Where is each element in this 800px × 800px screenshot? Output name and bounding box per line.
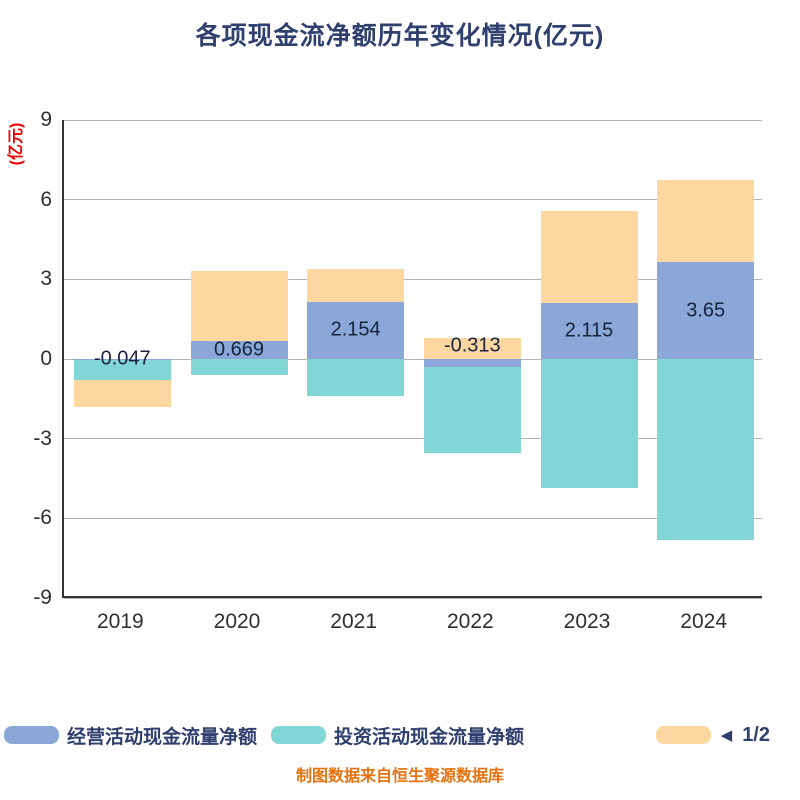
y-tick-label--9: -9 bbox=[33, 586, 52, 609]
bar-2021-series2[interactable] bbox=[307, 359, 405, 397]
bar-value-label-2020: 0.669 bbox=[213, 338, 265, 361]
bar-2020-series1[interactable] bbox=[190, 341, 288, 359]
bar-2024-series1[interactable] bbox=[657, 262, 755, 359]
bar-2020-series3[interactable] bbox=[190, 270, 288, 342]
gridline-y-9 bbox=[64, 119, 762, 121]
gridline-y--3 bbox=[64, 438, 762, 440]
y-tick-label-6: 6 bbox=[40, 187, 52, 211]
legend-swatch-operating bbox=[4, 726, 59, 744]
x-tick-label-2019: 2019 bbox=[96, 610, 144, 633]
bar-2022-series3[interactable] bbox=[423, 337, 521, 359]
gridline-y-3 bbox=[64, 278, 762, 280]
bar-2023-series3[interactable] bbox=[540, 211, 638, 303]
bar-2021-series1[interactable] bbox=[307, 301, 405, 359]
bar-2020-series2[interactable] bbox=[190, 359, 288, 376]
page-indicator: 1/2 bbox=[742, 723, 770, 746]
legend-label-operating: 经营活动现金流量净额 bbox=[67, 726, 258, 748]
bar-value-label-2022: -0.313 bbox=[443, 334, 501, 357]
x-tick-label-2023: 2023 bbox=[563, 610, 611, 633]
x-tick-label-2021: 2021 bbox=[330, 610, 378, 633]
y-tick-label-3: 3 bbox=[40, 267, 52, 291]
y-tick-label--3: -3 bbox=[33, 426, 52, 450]
x-tick-label-2024: 2024 bbox=[680, 610, 728, 633]
legend-swatch-investing bbox=[271, 726, 327, 744]
legend-item-investing[interactable]: 投资活动现金流量净额 bbox=[271, 722, 524, 749]
data-source-note: 制图数据来自恒生聚源数据库 bbox=[295, 768, 504, 785]
gridline-y--9 bbox=[64, 597, 762, 599]
bar-2024-series3[interactable] bbox=[657, 179, 755, 263]
legend-label-investing: 投资活动现金流量净额 bbox=[334, 726, 525, 748]
bar-2023-series1[interactable] bbox=[540, 302, 638, 359]
bar-value-label-2024: 3.65 bbox=[686, 299, 726, 322]
legend-pager: ◀ 1/2 bbox=[655, 723, 770, 747]
bar-2019-series1[interactable] bbox=[73, 359, 171, 361]
chart-title: 各项现金流净额历年变化情况(亿元) bbox=[195, 22, 605, 50]
y-tick-label--6: -6 bbox=[33, 506, 52, 530]
bar-2021-series3[interactable] bbox=[307, 268, 405, 302]
bar-value-label-2019: -0.047 bbox=[93, 347, 151, 370]
bar-2022-series2[interactable] bbox=[423, 367, 521, 454]
bar-2019-series2[interactable] bbox=[73, 360, 171, 381]
x-tick-label-2020: 2020 bbox=[213, 610, 261, 633]
bar-value-label-2023: 2.115 bbox=[564, 319, 614, 342]
y-tick-label-0: 0 bbox=[40, 347, 52, 370]
legend: 经营活动现金流量净额 投资活动现金流量净额 ◀ 1/2 bbox=[4, 722, 770, 748]
bar-2024-series2[interactable] bbox=[657, 359, 755, 540]
gridline-y--6 bbox=[64, 517, 762, 519]
legend-item-operating[interactable]: 经营活动现金流量净额 bbox=[4, 722, 257, 749]
legend-swatch-third-series bbox=[655, 726, 711, 744]
gridline-y-6 bbox=[64, 199, 762, 201]
prev-page-icon[interactable]: ◀ bbox=[720, 727, 733, 744]
bar-2019-series3[interactable] bbox=[73, 380, 171, 407]
gridline-y-0 bbox=[64, 358, 762, 360]
bar-value-label-2021: 2.154 bbox=[330, 318, 381, 341]
y-tick-label-9: 9 bbox=[40, 108, 52, 131]
bar-2022-series1[interactable] bbox=[423, 359, 521, 368]
plot-area: -0.047 0.669 2.154 -0.313 2.115 3.65 bbox=[62, 119, 762, 599]
bar-2023-series2[interactable] bbox=[540, 359, 638, 488]
x-tick-label-2022: 2022 bbox=[446, 610, 494, 633]
